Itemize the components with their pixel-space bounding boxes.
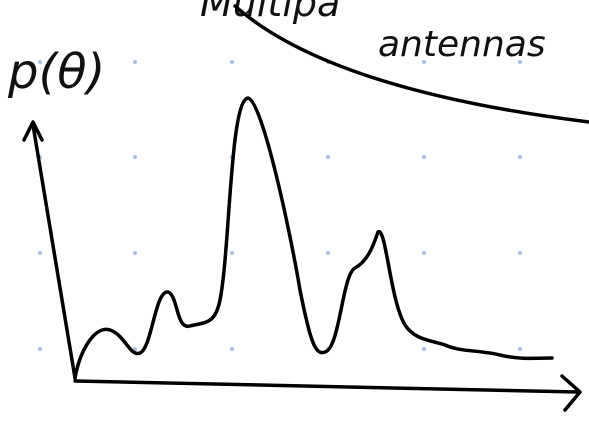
grid-dot: [230, 60, 234, 64]
dot-grid: [38, 60, 522, 351]
grid-dot: [38, 60, 42, 64]
grid-dot: [518, 60, 522, 64]
grid-dot: [518, 251, 522, 255]
grid-dot: [422, 251, 426, 255]
grid-dot: [422, 60, 426, 64]
y-arrow: [22, 120, 44, 142]
grid-dot: [133, 60, 137, 64]
grid-dot: [326, 251, 330, 255]
x-axis: [73, 379, 580, 394]
x-arrow: [560, 374, 582, 412]
y-axis: [31, 123, 77, 380]
top-note: Multipa: [200, 0, 340, 25]
grid-dot: [518, 155, 522, 159]
grid-dot: [38, 347, 42, 351]
distribution-curve: [73, 96, 554, 380]
antennas-note: antennas: [378, 24, 546, 65]
grid-dot: [326, 155, 330, 159]
boundary-curve: [233, 4, 589, 124]
grid-dot: [230, 347, 234, 351]
grid-dot: [133, 251, 137, 255]
grid-dot: [38, 251, 42, 255]
grid-dot: [230, 251, 234, 255]
grid-dot: [518, 347, 522, 351]
grid-dot: [422, 347, 426, 351]
grid-dot: [133, 155, 137, 159]
grid-dot: [422, 155, 426, 159]
axis-label: p(θ): [7, 44, 105, 100]
grid-dot: [133, 347, 137, 351]
